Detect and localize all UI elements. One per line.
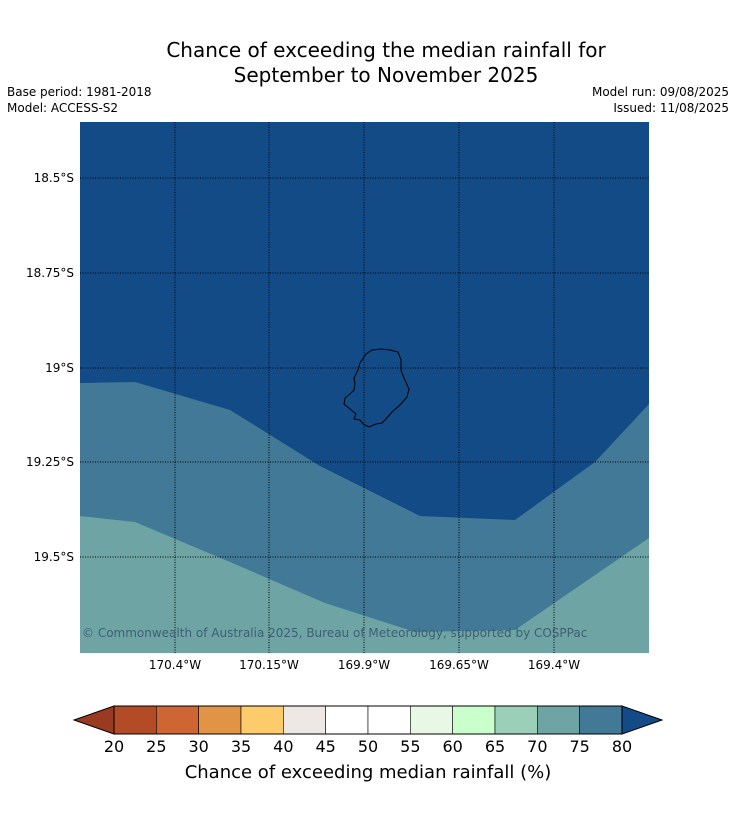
- colorbar-tick-label: 45: [315, 737, 335, 756]
- colorbar-segment: [240, 705, 284, 735]
- colorbar-tick-labels: 20 25 30 35 40 45 50 55 60 65 70 75 80: [104, 737, 632, 756]
- colorbar-high-extend: [621, 705, 664, 735]
- colorbar-segment: [198, 705, 242, 735]
- colorbar-segments: [113, 705, 623, 735]
- lat-label: 19.5°S: [34, 550, 74, 564]
- lon-label: 169.4°W: [528, 658, 580, 672]
- lat-label: 18.5°S: [34, 171, 74, 185]
- colorbar-low-extend: [72, 705, 115, 735]
- colorbar-tick-label: 65: [485, 737, 505, 756]
- lon-label: 170.15°W: [239, 658, 299, 672]
- colorbar-segment: [367, 705, 411, 735]
- colorbar-tick-label: 40: [273, 737, 293, 756]
- lat-label: 18.75°S: [26, 266, 74, 280]
- latitude-labels: 18.5°S 18.75°S 19°S 19.25°S 19.5°S: [26, 171, 74, 564]
- title-line-1: Chance of exceeding the median rainfall …: [166, 38, 606, 62]
- title-line-2: September to November 2025: [233, 63, 539, 87]
- colorbar-tick-label: 20: [104, 737, 124, 756]
- copyright-text: © Commonwealth of Australia 2025, Bureau…: [82, 626, 587, 640]
- colorbar-tick-label: 50: [358, 737, 378, 756]
- colorbar-segment: [537, 705, 580, 735]
- island-outline: [343, 348, 410, 428]
- lat-label: 19.25°S: [26, 455, 74, 469]
- colorbar-title: Chance of exceeding median rainfall (%): [185, 762, 552, 783]
- colorbar-tick-label: 30: [188, 737, 208, 756]
- colorbar-tick-label: 60: [442, 737, 462, 756]
- colorbar-segment: [156, 705, 199, 735]
- lat-label: 19°S: [45, 361, 74, 375]
- colorbar-segment: [113, 705, 157, 735]
- colorbar-tick-label: 70: [527, 737, 547, 756]
- gridlines: [80, 122, 649, 653]
- colorbar-segment: [452, 705, 496, 735]
- colorbar-tick-label: 80: [612, 737, 632, 756]
- model-text: Model: ACCESS-S2: [7, 101, 119, 115]
- rain-band-65-70: [80, 646, 96, 653]
- lon-label: 169.65°W: [429, 658, 489, 672]
- colorbar-segment: [283, 705, 326, 735]
- lon-label: 170.4°W: [149, 658, 201, 672]
- colorbar: 20 25 30 35 40 45 50 55 60 65 70 75 80 Chance of exc…: [72, 705, 664, 783]
- lon-label: 169.9°W: [338, 658, 390, 672]
- base-period-text: Base period: 1981-2018: [7, 85, 152, 99]
- issued-text: Issued: 11/08/2025: [613, 101, 729, 115]
- model-info: Base period: 1981-2018 Model: ACCESS-S2: [7, 84, 152, 116]
- colorbar-segment: [494, 705, 538, 735]
- colorbar-frame: [113, 705, 623, 735]
- model-run-text: Model run: 09/08/2025: [591, 85, 729, 99]
- rain-band-70-75: [80, 516, 649, 653]
- colorbar-segment: [579, 705, 623, 735]
- map-area: © Commonwealth of Australia 2025, Bureau…: [80, 122, 649, 653]
- colorbar-tick-label: 35: [231, 737, 251, 756]
- colorbar-segment: [325, 705, 369, 735]
- colorbar-segment: [410, 705, 453, 735]
- colorbar-tick-label: 75: [569, 737, 589, 756]
- colorbar-tick-label: 55: [400, 737, 420, 756]
- longitude-labels: 170.4°W 170.15°W 169.9°W 169.65°W 169.4°…: [149, 658, 580, 672]
- colorbar-tick-label: 25: [146, 737, 166, 756]
- map-title: Chance of exceeding the median rainfall …: [0, 38, 736, 88]
- run-info: Model run: 09/08/2025 Issued: 11/08/2025: [592, 84, 729, 116]
